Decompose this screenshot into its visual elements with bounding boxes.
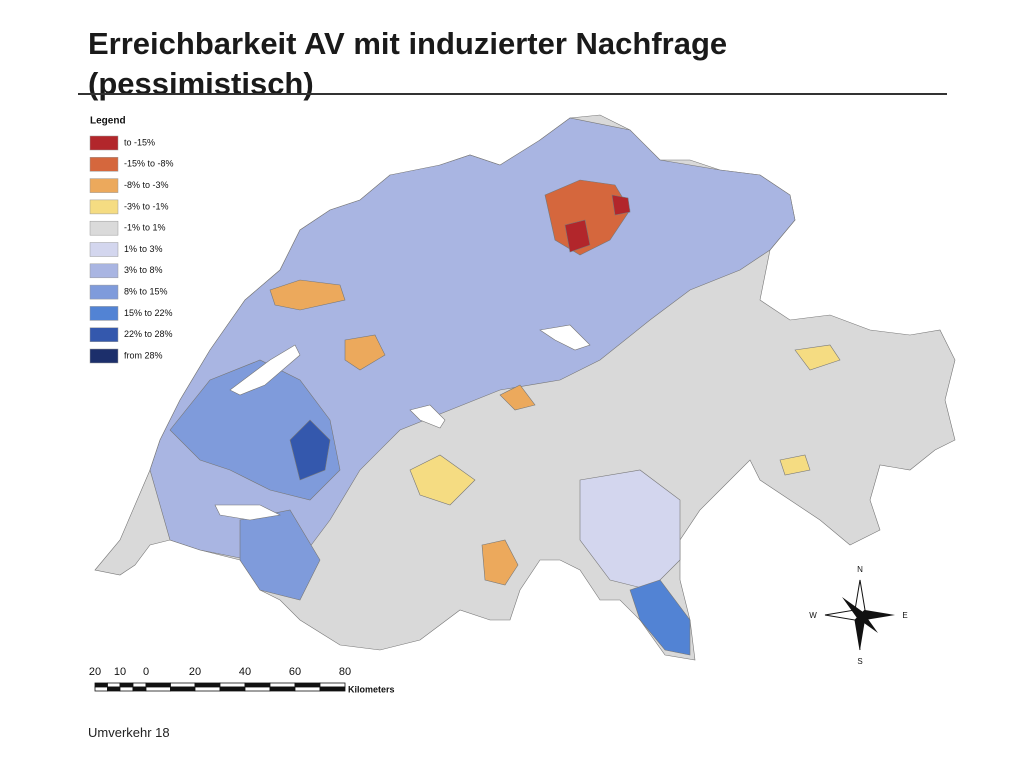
region (409, 454, 476, 506)
scale-segment (94, 686, 108, 692)
compass: N E S W (809, 565, 907, 666)
region (629, 579, 691, 656)
legend-swatch (89, 284, 119, 300)
scale-label: 10 (114, 666, 126, 678)
scale-segment (194, 686, 221, 692)
scale-label: 0 (143, 666, 149, 678)
legend: Legend to -15% -15% to -8% -8% to -3% -3% t… (89, 116, 174, 364)
compass-star (824, 579, 866, 651)
legend-label: to -15% (124, 137, 155, 147)
legend-swatch (89, 327, 119, 342)
lake (214, 504, 281, 521)
scale-segment (194, 682, 221, 688)
legend-label: 22% to 28% (124, 329, 173, 339)
legend-swatch (89, 135, 119, 151)
legend-label: 15% to 22% (124, 308, 173, 318)
region (564, 219, 591, 253)
title-line: (pessimistisch) (88, 66, 314, 101)
region (794, 344, 841, 371)
legend-swatch (89, 199, 119, 215)
compass-east: E (902, 611, 907, 620)
scale-label: 80 (339, 666, 351, 678)
title-line: Erreichbarkeit AV mit induzierter Nachfr… (88, 26, 728, 61)
legend-label: 8% to 15% (124, 286, 168, 296)
region (499, 384, 536, 411)
scale-segment (319, 682, 346, 688)
scale-segment (119, 682, 134, 688)
scale-segment (119, 686, 134, 692)
scale-segment (244, 686, 271, 692)
scale-segment (269, 682, 296, 688)
compass-star (842, 597, 878, 633)
scale-segment (170, 682, 196, 688)
scale-segment (294, 682, 321, 688)
title-rule (78, 93, 947, 95)
lake (539, 324, 591, 351)
region (611, 194, 631, 216)
legend-label: -3% to -1% (124, 201, 169, 211)
scale-label: 60 (289, 666, 301, 678)
scale-segment (94, 682, 108, 688)
legend-swatch (89, 306, 119, 321)
legend-label: -15% to -8% (124, 159, 174, 169)
scale-segment (145, 686, 171, 692)
compass-south: S (857, 657, 862, 666)
legend-label: from 28% (124, 350, 163, 360)
legend-label: -8% to -3% (124, 180, 169, 190)
region (344, 334, 386, 371)
region (239, 509, 321, 601)
scale-label: 20 (189, 666, 201, 678)
scale-segment (269, 686, 296, 692)
scale-segment (107, 682, 121, 688)
legend-label: -1% to 1% (124, 223, 166, 233)
scale-segment (219, 682, 246, 688)
legend-swatch (89, 178, 119, 193)
scale-segment (132, 682, 147, 688)
legend-label: 1% to 3% (124, 244, 163, 254)
scale-label: 40 (239, 666, 251, 678)
scale-segment (170, 686, 196, 692)
legend-swatch (89, 348, 119, 364)
legend-label: 3% to 8% (124, 265, 163, 275)
scale-label: 20 (89, 666, 101, 678)
legend-swatch (89, 157, 119, 172)
slide-title: Erreichbarkeit AV mit induzierter Nachfr… (88, 24, 727, 104)
scale-segment (145, 682, 171, 688)
scale-bar: Kilometers 20 10 0 20 40 60 80 (89, 666, 395, 694)
legend-swatch (89, 263, 119, 279)
compass-north: N (857, 565, 863, 574)
scale-unit: Kilometers (348, 684, 395, 694)
region (269, 279, 346, 311)
region (544, 179, 631, 256)
scale-segment (244, 682, 271, 688)
legend-swatch (89, 220, 119, 236)
compass-west: W (809, 611, 817, 620)
scale-segment (219, 686, 246, 692)
region (481, 539, 519, 586)
footer: Umverkehr 18 (88, 725, 170, 740)
lake (229, 344, 301, 396)
map-body (94, 114, 956, 661)
legend-swatch (89, 242, 119, 257)
lake (409, 404, 446, 429)
legend-title: Legend (90, 116, 126, 127)
region (289, 419, 331, 481)
scale-segment (319, 686, 346, 692)
scale-segment (107, 686, 121, 692)
scale-segment (132, 686, 147, 692)
scale-segment (294, 686, 321, 692)
region (579, 469, 681, 591)
region (779, 454, 811, 476)
